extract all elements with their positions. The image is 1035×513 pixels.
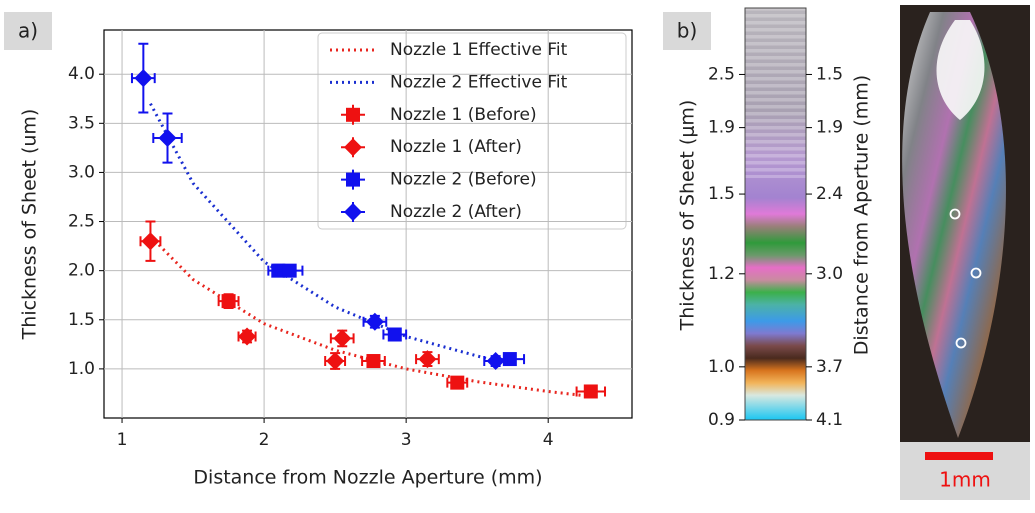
y-tick-label: 2.0 bbox=[68, 261, 95, 281]
scale-box bbox=[900, 442, 1030, 500]
marker bbox=[450, 375, 465, 390]
y-tick-label: 4.0 bbox=[68, 64, 95, 84]
legend-label: Nozzle 1 Effective Fit bbox=[390, 40, 568, 60]
sample-point bbox=[955, 337, 967, 349]
legend-label: Nozzle 1 (Before) bbox=[390, 105, 537, 125]
y-tick-label: 1.2 bbox=[708, 264, 735, 284]
y-tick-label: 2.5 bbox=[708, 64, 735, 84]
y-tick-label: 1.0 bbox=[68, 359, 95, 379]
panel-label-box bbox=[4, 12, 52, 50]
marker bbox=[221, 294, 236, 309]
y2-tick-label: 4.1 bbox=[816, 410, 843, 430]
y-axis-label: Thickness of Sheet (um) bbox=[19, 109, 41, 341]
y2-tick-label: 1.5 bbox=[816, 64, 843, 84]
legend-marker bbox=[344, 138, 362, 157]
marker bbox=[486, 352, 505, 371]
panel-label-box bbox=[663, 12, 711, 50]
legend-label: Nozzle 2 Effective Fit bbox=[390, 72, 568, 92]
plot-frame bbox=[103, 29, 633, 419]
legend-box bbox=[317, 32, 627, 230]
panel-label: b) bbox=[677, 19, 698, 43]
y2-tick-label: 1.9 bbox=[816, 118, 843, 138]
legend-label: Nozzle 2 (Before) bbox=[390, 170, 537, 190]
marker bbox=[141, 232, 160, 251]
scale-bar bbox=[925, 452, 993, 460]
marker bbox=[282, 263, 297, 278]
y-tick-label: 1.0 bbox=[708, 357, 735, 377]
y-tick-label: 1.5 bbox=[708, 184, 735, 204]
y-tick-label: 0.9 bbox=[708, 410, 735, 430]
legend-marker bbox=[344, 203, 362, 221]
x-tick-label: 2 bbox=[259, 430, 270, 450]
y2-tick-label: 3.7 bbox=[816, 357, 843, 377]
y-tick-label: 2.5 bbox=[68, 212, 95, 232]
y-tick-label: 3.5 bbox=[68, 113, 95, 133]
liquid-sheet bbox=[902, 12, 1006, 438]
colorbar-fringes bbox=[745, 8, 806, 178]
marker bbox=[333, 329, 352, 348]
y2-tick-label: 2.4 bbox=[816, 184, 843, 204]
marker bbox=[502, 352, 517, 367]
colorbar-left-label: Thickness of Sheet (μm) bbox=[677, 100, 699, 332]
marker bbox=[158, 129, 177, 148]
marker bbox=[134, 69, 153, 88]
sheet-highlight bbox=[936, 20, 985, 120]
scale-label: 1mm bbox=[939, 468, 991, 492]
legend-label: Nozzle 2 (After) bbox=[390, 202, 522, 222]
y-tick-label: 1.9 bbox=[708, 118, 735, 138]
fit-line bbox=[149, 102, 497, 363]
sample-point bbox=[949, 208, 961, 220]
marker bbox=[326, 352, 345, 371]
marker bbox=[365, 312, 384, 331]
y-tick-label: 1.5 bbox=[68, 310, 95, 330]
y2-tick-label: 3.0 bbox=[816, 264, 843, 284]
legend-marker bbox=[346, 107, 360, 122]
x-tick-label: 1 bbox=[117, 430, 128, 450]
legend-marker bbox=[346, 172, 360, 187]
y-tick-label: 3.0 bbox=[68, 162, 95, 182]
marker bbox=[418, 350, 437, 369]
marker bbox=[238, 327, 257, 346]
sample-point bbox=[970, 267, 982, 279]
legend-label: Nozzle 1 (After) bbox=[390, 137, 522, 157]
marker bbox=[387, 327, 402, 342]
panel-label: a) bbox=[18, 19, 38, 43]
colorbar-right-label: Distance from Aperture (mm) bbox=[851, 75, 873, 355]
x-tick-label: 3 bbox=[401, 430, 412, 450]
marker bbox=[366, 354, 381, 369]
x-axis-label: Distance from Nozzle Aperture (mm) bbox=[193, 467, 542, 489]
marker bbox=[583, 384, 598, 399]
x-tick-label: 4 bbox=[543, 430, 554, 450]
colorbar-frame bbox=[744, 7, 807, 421]
